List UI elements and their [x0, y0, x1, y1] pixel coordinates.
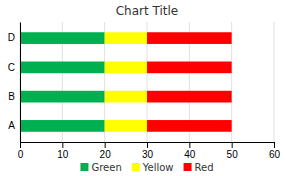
x-tick-mark: [147, 142, 148, 148]
grid-line: [20, 22, 21, 142]
x-tick: 30: [142, 142, 154, 160]
x-tick: 50: [227, 142, 239, 160]
x-axis: 0 10 20 30 40 50 60: [18, 142, 281, 160]
bars: [20, 32, 232, 132]
x-tick-mark: [105, 142, 106, 148]
bar: [147, 120, 232, 132]
bar: [20, 62, 105, 74]
chart-svg: Chart Title 0 10 20 30 40 50 60 A B C D Green Yellow R…: [0, 0, 286, 176]
x-tick: 40: [184, 142, 196, 160]
x-tick: 0: [18, 142, 24, 160]
x-tick-label: 50: [227, 149, 239, 160]
bar: [20, 120, 105, 132]
chart-container: Chart Title 0 10 20 30 40 50 60 A B C D Green Yellow R…: [0, 0, 286, 176]
x-tick-label: 40: [184, 149, 196, 160]
bar: [105, 120, 147, 132]
x-tick-label: 0: [18, 149, 24, 160]
bar: [147, 32, 232, 44]
bar: [105, 32, 147, 44]
x-tick-label: 30: [142, 149, 154, 160]
legend: Green Yellow Red: [80, 162, 213, 173]
plot-area: 0 10 20 30 40 50 60 A B C D: [8, 22, 281, 160]
y-axis: A B C D: [8, 23, 21, 143]
bar: [105, 62, 147, 74]
legend-swatch: [184, 163, 192, 171]
legend-item: Green: [80, 162, 121, 173]
bar: [147, 91, 232, 103]
legend-item: Yellow: [132, 162, 174, 173]
x-tick-label: 60: [269, 149, 281, 160]
chart-title: Chart Title: [116, 4, 179, 18]
x-tick: 60: [269, 142, 281, 160]
legend-item: Red: [184, 162, 214, 173]
grid: [20, 22, 274, 142]
y-tick-label: B: [8, 91, 15, 102]
y-tick-label: D: [8, 32, 15, 43]
x-tick: 20: [100, 142, 112, 160]
bar: [20, 91, 105, 103]
y-tick: B: [8, 91, 15, 102]
bar-series: [105, 32, 147, 132]
legend-label: Yellow: [142, 162, 174, 173]
bar-series: [147, 32, 232, 132]
x-tick-mark: [232, 142, 233, 148]
bar: [147, 62, 232, 74]
legend-swatch: [132, 163, 140, 171]
y-axis-line: [20, 23, 21, 143]
x-tick: 10: [57, 142, 69, 160]
y-tick-label: A: [8, 120, 15, 131]
y-tick: A: [8, 120, 15, 131]
x-tick-mark: [62, 142, 63, 148]
bar: [105, 91, 147, 103]
legend-label: Red: [195, 162, 214, 173]
x-tick-mark: [20, 142, 21, 148]
x-tick-mark: [274, 142, 275, 148]
y-tick: C: [8, 62, 15, 73]
bar: [20, 32, 105, 44]
x-tick-mark: [189, 142, 190, 148]
legend-label: Green: [91, 162, 121, 173]
x-tick-label: 20: [100, 149, 112, 160]
bar-series: [20, 32, 105, 132]
y-tick: D: [8, 32, 15, 43]
y-tick-label: C: [8, 62, 15, 73]
legend-swatch: [80, 163, 88, 171]
x-tick-label: 10: [57, 149, 69, 160]
grid-line: [274, 22, 275, 142]
